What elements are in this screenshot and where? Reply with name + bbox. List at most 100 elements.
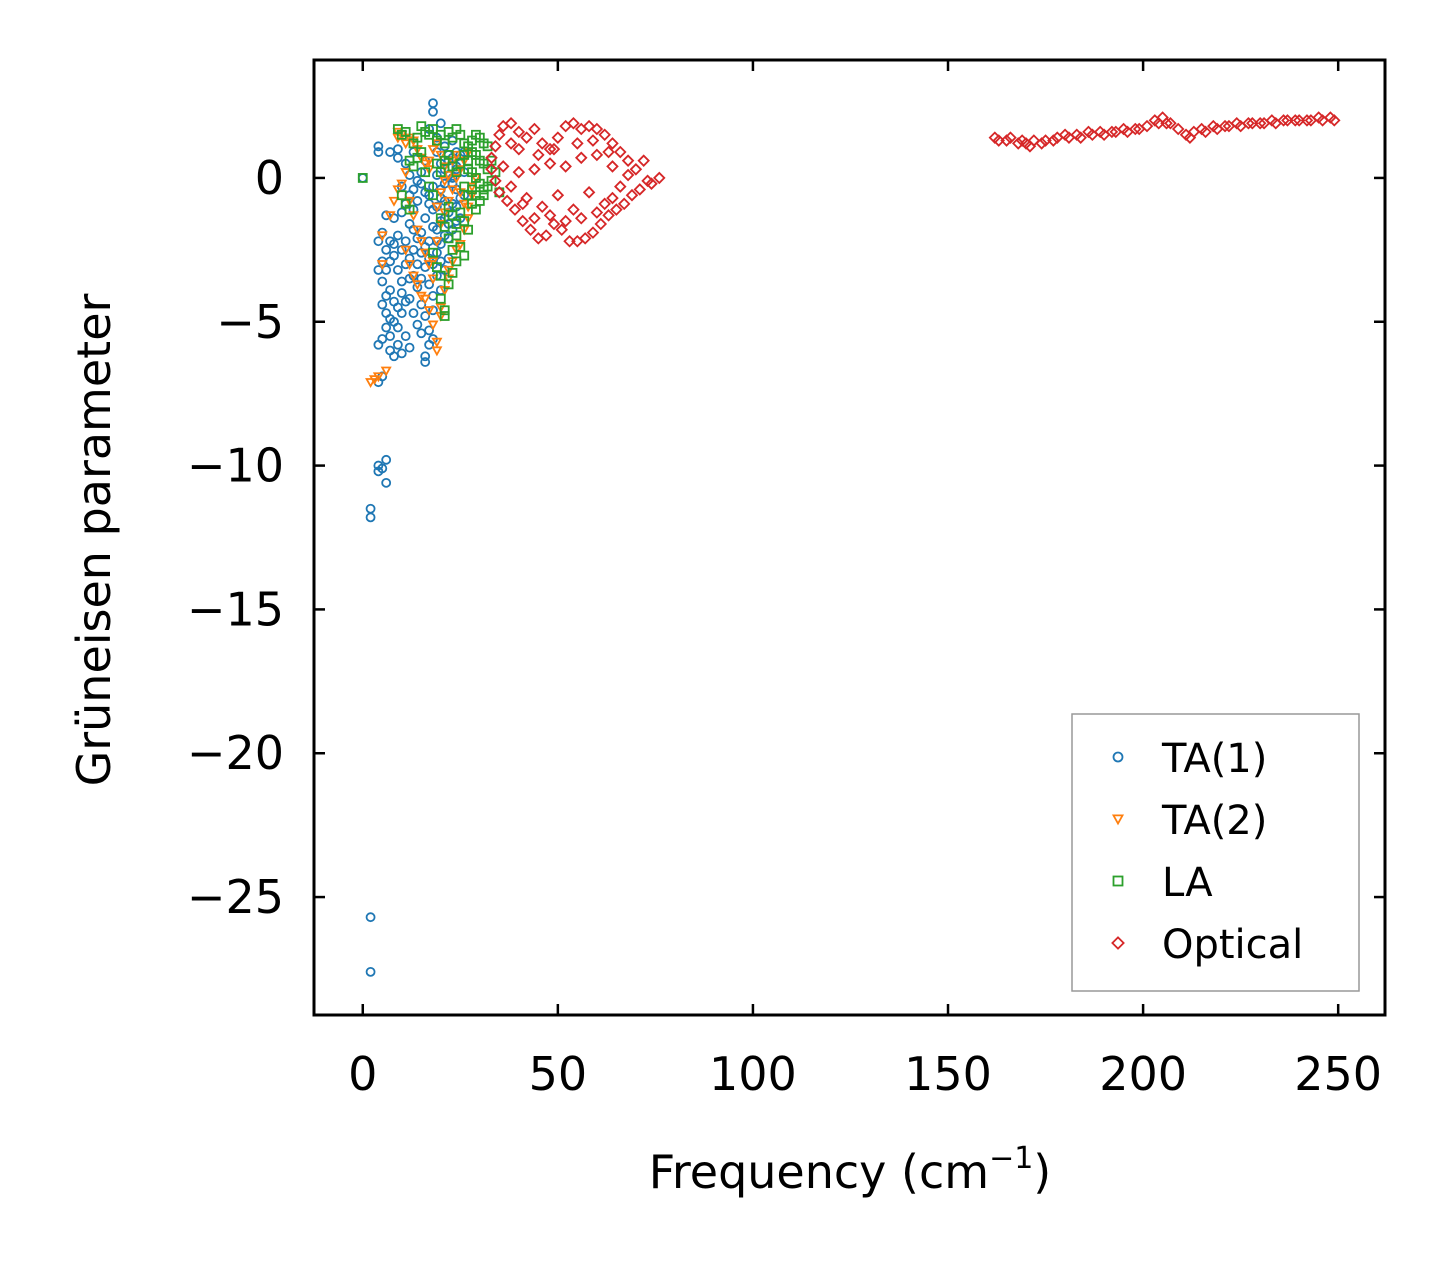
data-point [1132, 122, 1146, 136]
data-point [431, 346, 443, 357]
series-la [357, 121, 505, 321]
data-point [1281, 114, 1294, 127]
data-point [420, 311, 431, 321]
data-point [404, 293, 415, 304]
data-point [431, 337, 443, 348]
data-point [447, 267, 458, 278]
data-point [610, 203, 623, 216]
data-point [528, 211, 541, 225]
data-point [1015, 134, 1029, 147]
data-point [1105, 125, 1119, 139]
data-point [614, 180, 627, 193]
data-point [454, 239, 466, 250]
data-point [404, 342, 415, 353]
data-point [424, 279, 434, 290]
data-point [578, 232, 592, 245]
data-point [376, 260, 388, 271]
data-point [396, 348, 407, 359]
data-point [547, 142, 561, 156]
data-point [1277, 114, 1290, 127]
legend-label-ta2: TA(2) [1161, 798, 1267, 844]
data-point [586, 226, 600, 239]
data-point [1164, 117, 1177, 130]
data-point [424, 325, 434, 336]
data-point [428, 290, 438, 301]
data-point [357, 173, 368, 183]
series-optical [485, 111, 1341, 248]
data-point [392, 152, 403, 163]
data-point [431, 202, 443, 213]
data-point [1328, 114, 1341, 127]
data-point [443, 233, 454, 244]
data-point [435, 293, 446, 304]
y-axis-label: Grüneisen parameter [67, 293, 121, 786]
plot-frame [312, 58, 1387, 1017]
data-point [462, 214, 474, 225]
data-point [419, 294, 431, 305]
data-point [408, 244, 419, 255]
data-point [504, 137, 518, 150]
data-point [1121, 125, 1134, 139]
data-point [439, 141, 450, 152]
data-point [551, 131, 565, 144]
data-point [373, 147, 384, 157]
data-point [1047, 134, 1060, 147]
data-point [392, 144, 403, 155]
data-point [365, 378, 377, 389]
data-point [423, 156, 435, 167]
data-point [365, 966, 376, 977]
data-point [427, 145, 439, 156]
data-point [543, 142, 557, 156]
data-point [535, 200, 549, 213]
data-point [543, 209, 557, 222]
data-point [439, 138, 450, 149]
data-point [443, 265, 455, 276]
data-point [1035, 137, 1048, 150]
data-point [392, 265, 403, 275]
x-tick-label: 250 [1294, 1047, 1382, 1101]
data-point [1269, 117, 1283, 130]
data-point [1109, 125, 1123, 139]
data-point [586, 134, 600, 147]
data-point [559, 160, 572, 173]
data-point [629, 163, 643, 176]
data-point [551, 188, 565, 202]
data-point [392, 185, 404, 196]
data-point [1242, 117, 1255, 130]
data-point [602, 145, 615, 159]
data-point [532, 232, 545, 245]
data-point [489, 140, 502, 153]
legend-marker-ta2 [1111, 814, 1125, 826]
data-point [404, 204, 415, 215]
legend-marker-ta1 [1112, 751, 1124, 763]
data-point [404, 196, 416, 207]
data-point [1074, 131, 1087, 144]
data-point [439, 178, 450, 189]
data-point [396, 179, 408, 190]
y-tick-label: −15 [187, 582, 284, 636]
data-point [1246, 117, 1259, 130]
data-point [1004, 131, 1017, 144]
data-point [404, 260, 416, 271]
data-point [621, 154, 635, 167]
data-point [373, 236, 384, 247]
data-point [392, 322, 403, 333]
data-point [439, 311, 450, 321]
data-point [485, 151, 498, 165]
data-point [365, 912, 376, 923]
x-tick-label: 0 [348, 1047, 377, 1101]
y-tick-label: −20 [187, 726, 284, 780]
data-point [454, 165, 466, 176]
x-tick-label: 50 [529, 1047, 588, 1101]
data-point [594, 217, 608, 231]
data-point [563, 234, 576, 248]
data-point [372, 372, 384, 383]
data-point [377, 463, 388, 474]
data-point [520, 131, 533, 144]
data-point [443, 279, 454, 290]
data-point [439, 176, 451, 187]
data-point [439, 162, 451, 173]
data-point [567, 117, 580, 130]
data-point [380, 366, 392, 377]
